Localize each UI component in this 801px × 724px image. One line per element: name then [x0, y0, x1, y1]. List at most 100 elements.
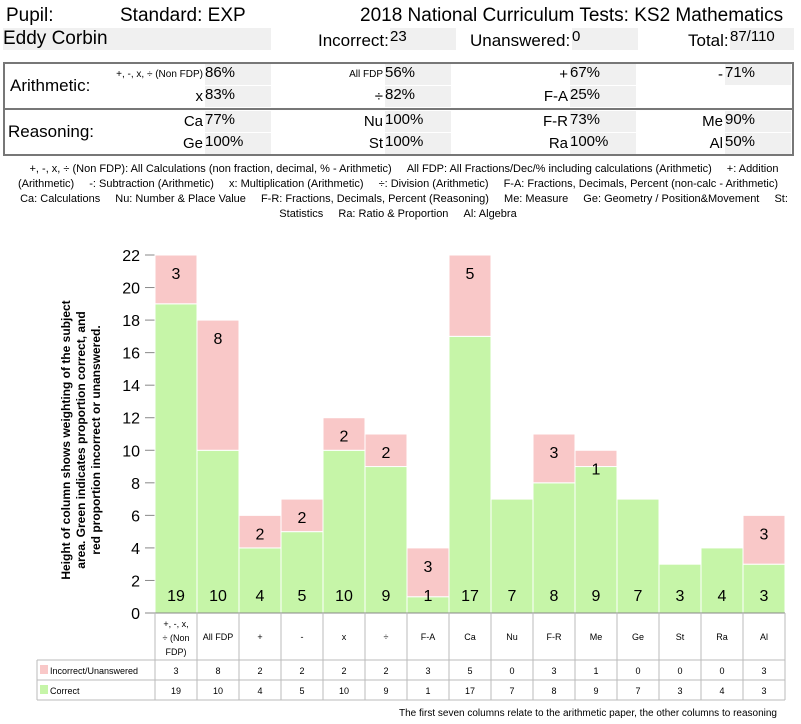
bar-label-incorrect: 3	[550, 445, 559, 462]
table-correct-value: 9	[593, 686, 598, 696]
bar-incorrect	[742, 514, 786, 565]
legend-entry: Nu: Number & Place Value	[115, 193, 246, 205]
summary-label: ÷	[374, 88, 383, 105]
summary-value: 67%	[570, 64, 636, 85]
bar-label-correct: 7	[634, 588, 643, 605]
bar-incorrect	[280, 498, 324, 533]
bar-correct	[196, 449, 240, 614]
y-tick-label: 18	[122, 313, 140, 330]
table-incorrect-value: 3	[551, 666, 556, 676]
summary-label: -	[718, 66, 723, 83]
table-incorrect-value: 2	[299, 666, 304, 676]
summary-label: F-R	[543, 113, 568, 130]
y-tick-label: 16	[122, 346, 140, 363]
y-tick-label: 2	[131, 573, 140, 590]
legend-entry: +, -, x, ÷ (Non FDP): All Calculations (…	[29, 163, 392, 175]
summary-value: 56%	[385, 64, 451, 85]
bar-label-incorrect: 2	[256, 526, 265, 543]
table-correct-value: 10	[213, 686, 223, 696]
summary-label: +	[559, 66, 568, 83]
summary-value: 25%	[570, 86, 636, 107]
table-incorrect-value: 2	[257, 666, 262, 676]
table-incorrect-value: 0	[677, 666, 682, 676]
y-tick-label: 8	[131, 476, 140, 493]
y-tick-label: 0	[131, 606, 140, 623]
bar-label-incorrect: 2	[382, 445, 391, 462]
summary-value: 82%	[385, 86, 451, 107]
bar-correct	[532, 482, 576, 614]
table-incorrect-value: 5	[467, 666, 472, 676]
category-label: F-R	[547, 632, 562, 642]
arithmetic-label: Arithmetic:	[10, 76, 91, 95]
bar-incorrect	[364, 433, 408, 468]
summary-value: 71%	[725, 64, 791, 85]
bar-label-correct: 4	[256, 588, 265, 605]
legend-entry: All FDP: All Fractions/Dec/% including c…	[406, 163, 712, 175]
table-incorrect-value: 3	[173, 666, 178, 676]
y-tick-label: 20	[122, 281, 140, 298]
table-correct-value: 3	[761, 686, 766, 696]
bar-label-correct: 9	[592, 588, 601, 605]
table-correct-value: 8	[551, 686, 556, 696]
abbreviation-legend: +, -, x, ÷ (Non FDP): All Calculations (…	[6, 162, 796, 222]
table-correct-value: 3	[677, 686, 682, 696]
bar-incorrect	[448, 254, 492, 337]
legend-entry: Ge: Geometry / Position&Movement	[583, 193, 760, 205]
summary-label: x	[195, 88, 204, 105]
bar-correct	[448, 335, 492, 614]
bar-label-correct: 3	[760, 588, 769, 605]
bar-label-correct: 7	[508, 588, 517, 605]
bar-label-correct: 10	[209, 588, 227, 605]
category-label: ÷	[384, 632, 389, 642]
bar-label-incorrect: 3	[172, 266, 181, 283]
summary-label: Ca	[183, 113, 203, 130]
test-title: 2018 National Curriculum Tests: KS2 Math…	[360, 5, 784, 26]
category-label: +	[257, 632, 262, 642]
bar-label-correct: 9	[382, 588, 391, 605]
reasoning-label: Reasoning:	[8, 122, 95, 141]
summary-value: 100%	[385, 111, 451, 132]
category-label: Me	[590, 632, 603, 642]
incorrect-label: Incorrect:	[318, 31, 389, 50]
bar-correct	[574, 466, 618, 614]
category-label: -	[301, 632, 304, 642]
summary-label: Me	[702, 113, 723, 130]
y-tick-label: 6	[131, 508, 140, 525]
legend-entry: -: Subtraction (Arithmetic)	[89, 178, 214, 190]
y-tick-label: 4	[131, 541, 140, 558]
pupil-name: Eddy Corbin	[3, 28, 271, 50]
y-tick-label: 10	[122, 443, 140, 460]
summary-label: Nu	[363, 113, 383, 130]
summary-label: F-A	[543, 88, 568, 105]
legend-label-correct: Correct	[50, 686, 80, 696]
table-correct-value: 4	[257, 686, 262, 696]
summary-value: 83%	[205, 86, 271, 107]
summary-value: 100%	[385, 133, 451, 154]
table-correct-value: 5	[299, 686, 304, 696]
table-incorrect-value: 1	[593, 666, 598, 676]
bar-correct	[154, 303, 198, 614]
legend-entry: St: Statistics	[279, 193, 788, 220]
table-correct-value: 9	[383, 686, 388, 696]
legend-entry: F-R: Fractions, Decimals, Percent (Reaso…	[260, 193, 489, 205]
category-label: Nu	[506, 632, 518, 642]
table-incorrect-value: 0	[719, 666, 724, 676]
y-axis-label: Height of column shows weighting of the …	[59, 300, 103, 579]
legend-label-incorrect: Incorrect/Unanswered	[50, 666, 138, 676]
bar-label-incorrect: 2	[340, 429, 349, 446]
summary-label: +, -, x, ÷ (Non FDP)	[116, 69, 203, 80]
summary-value: 77%	[205, 111, 271, 132]
category-label: Ra	[716, 632, 728, 642]
table-correct-value: 17	[465, 686, 475, 696]
bar-label-correct: 17	[461, 588, 479, 605]
bar-label-incorrect: 5	[466, 266, 475, 283]
pupil-label: Pupil:	[6, 5, 54, 26]
y-tick-label: 14	[122, 378, 140, 395]
summary-label: All FDP	[349, 69, 383, 80]
bar-correct	[364, 466, 408, 614]
summary-label: Ra	[548, 135, 568, 152]
bar-label-correct: 4	[718, 588, 727, 605]
summary-value: 90%	[725, 111, 791, 132]
bar-label-incorrect: 2	[298, 510, 307, 527]
legend-entry: +: Addition (Arithmetic)	[17, 163, 779, 190]
